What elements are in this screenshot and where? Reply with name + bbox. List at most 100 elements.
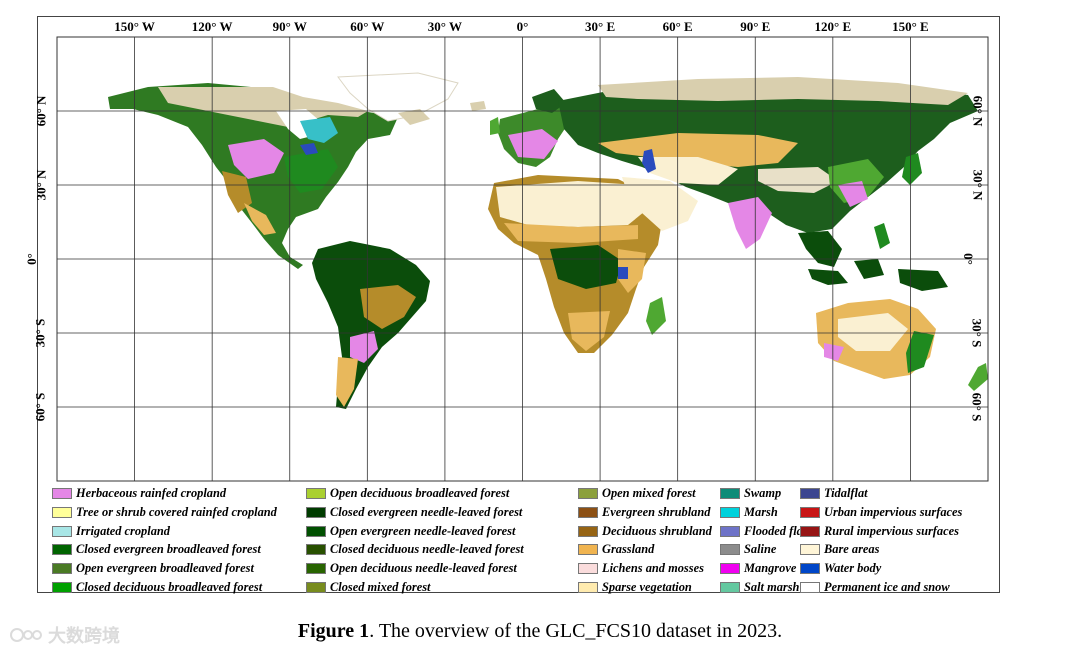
na-southwest-shrub bbox=[222, 171, 252, 213]
longitude-label: 90° E bbox=[740, 19, 771, 34]
sahara bbox=[496, 181, 650, 227]
legend-label: Sparse vegetation bbox=[602, 580, 692, 594]
legend-swatch bbox=[306, 525, 326, 537]
legend-item: Deciduous shrubland bbox=[578, 523, 712, 540]
siberia-tundra bbox=[598, 77, 968, 105]
central-asia-steppe bbox=[598, 133, 798, 167]
australia-southwest-crop bbox=[824, 343, 844, 361]
central-asia-desert bbox=[638, 157, 738, 185]
mexico-grassland bbox=[244, 203, 276, 235]
figure-caption: Figure 1. The overview of the GLC_FCS10 … bbox=[0, 620, 1080, 643]
watermark: 大数跨境 bbox=[10, 622, 120, 648]
legend-item: Tidalflat bbox=[800, 485, 868, 502]
caption-prefix: Figure 1 bbox=[297, 620, 370, 642]
latitude-label-right: 30° S bbox=[969, 318, 985, 348]
longitude-label: 30° W bbox=[427, 19, 463, 34]
legend-label: Open deciduous broadleaved forest bbox=[330, 486, 510, 500]
legend-label: Salt marsh bbox=[744, 580, 800, 594]
legend-label: Swamp bbox=[744, 486, 782, 500]
legend-item: Swamp bbox=[720, 485, 781, 502]
legend-item: Closed evergreen needle-leaved forest bbox=[306, 504, 522, 521]
world-land-cover-map bbox=[56, 36, 989, 482]
legend-swatch bbox=[800, 525, 820, 537]
legend-label: Permanent ice and snow bbox=[824, 580, 950, 594]
greenland-coast bbox=[398, 109, 430, 125]
east-africa-grass bbox=[618, 249, 646, 293]
legend-swatch bbox=[800, 488, 820, 499]
legend-swatch bbox=[800, 544, 820, 556]
legend-label: Open deciduous needle-leaved forest bbox=[330, 561, 517, 576]
legend-item: Tree or shrub covered rainfed cropland bbox=[52, 504, 277, 521]
arabia bbox=[622, 177, 698, 231]
longitude-label: 60° E bbox=[662, 19, 693, 34]
na-east-forest bbox=[284, 149, 338, 193]
legend-label: Closed evergreen needle-leaved forest bbox=[330, 504, 523, 519]
sahel bbox=[504, 223, 638, 243]
legend-item: Saline bbox=[720, 541, 776, 558]
legend-swatch bbox=[578, 488, 598, 499]
legend-item: Irrigated cropland bbox=[52, 523, 170, 540]
legend-label: Marsh bbox=[744, 504, 778, 519]
legend-item: Rural impervious surfaces bbox=[800, 523, 959, 540]
legend-swatch bbox=[52, 544, 72, 556]
longitude-label: 0° bbox=[516, 19, 529, 34]
new-zealand bbox=[968, 363, 988, 391]
south-america-base bbox=[312, 241, 430, 409]
caspian-sea bbox=[642, 149, 656, 173]
land-cover-layer bbox=[108, 72, 988, 409]
legend-label: Water body bbox=[824, 561, 882, 576]
legend-swatch bbox=[720, 525, 740, 537]
legend-label: Closed evergreen broadleaved forest bbox=[76, 542, 261, 557]
longitude-label: 120° E bbox=[814, 19, 852, 34]
legend-item: Closed evergreen broadleaved forest bbox=[52, 541, 261, 558]
longitude-label: 120° W bbox=[191, 19, 233, 34]
legend-label: Tree or shrub covered rainfed cropland bbox=[76, 504, 277, 519]
indonesia-1 bbox=[808, 269, 848, 285]
legend-item: Marsh bbox=[720, 504, 778, 521]
latitude-label-right: 30° N bbox=[970, 169, 986, 201]
legend-item: Open mixed forest bbox=[578, 485, 696, 502]
legend-swatch bbox=[52, 525, 72, 537]
latitude-label-left: 60° S bbox=[32, 392, 48, 422]
legend-swatch bbox=[720, 506, 740, 518]
longitude-label: 30° E bbox=[585, 19, 616, 34]
legend-label: Bare areas bbox=[824, 542, 880, 557]
legend-item: Evergreen shrubland bbox=[578, 504, 710, 521]
legend-label: Irrigated cropland bbox=[76, 523, 170, 538]
legend-swatch bbox=[52, 506, 72, 518]
legend-label: Closed deciduous needle-leaved forest bbox=[330, 542, 524, 557]
legend-swatch bbox=[800, 506, 820, 518]
legend: Herbaceous rainfed cropland Tree or shrub… bbox=[52, 485, 992, 594]
great-lakes bbox=[300, 143, 318, 155]
sa-cropland bbox=[350, 331, 378, 363]
legend-label: Urban impervious surfaces bbox=[824, 504, 963, 519]
legend-item: Open evergreen needle-leaved forest bbox=[306, 523, 515, 540]
legend-label: Grassland bbox=[602, 542, 655, 557]
graticule bbox=[56, 36, 989, 482]
longitude-label: 90° W bbox=[272, 19, 307, 34]
china-cropland bbox=[838, 181, 868, 207]
britain bbox=[490, 117, 500, 135]
uk-iceland bbox=[470, 101, 486, 111]
legend-item: Salt marsh bbox=[720, 579, 799, 596]
legend-item: Grassland bbox=[578, 541, 654, 558]
legend-label: Closed deciduous broadleaved forest bbox=[76, 580, 263, 594]
legend-swatch bbox=[52, 488, 72, 499]
legend-swatch bbox=[720, 488, 740, 499]
lake-victoria bbox=[618, 267, 628, 279]
legend-swatch bbox=[306, 582, 326, 593]
legend-swatch bbox=[578, 506, 598, 518]
congo-rainforest bbox=[550, 245, 622, 289]
legend-label: Flooded flat bbox=[744, 523, 807, 538]
legend-swatch bbox=[306, 544, 326, 556]
longitude-label: 150° W bbox=[114, 19, 155, 34]
legend-swatch bbox=[578, 525, 598, 537]
australia-desert bbox=[838, 313, 908, 351]
legend-item: Herbaceous rainfed cropland bbox=[52, 485, 226, 502]
legend-swatch bbox=[306, 488, 326, 499]
legend-label: Herbaceous rainfed cropland bbox=[76, 486, 227, 500]
legend-label: Closed mixed forest bbox=[330, 580, 431, 594]
legend-item: Sparse vegetation bbox=[578, 579, 692, 596]
legend-swatch bbox=[306, 563, 326, 575]
legend-label: Lichens and mosses bbox=[602, 561, 704, 576]
